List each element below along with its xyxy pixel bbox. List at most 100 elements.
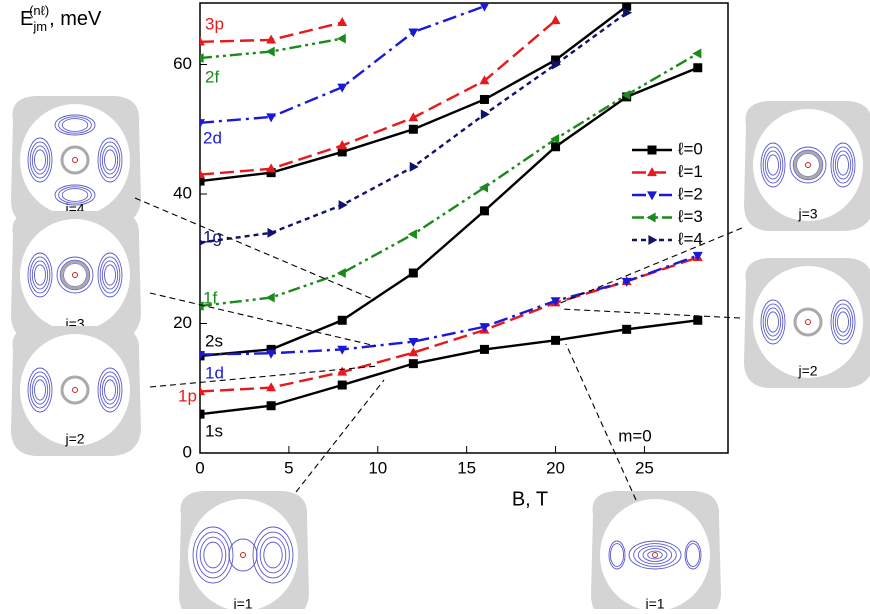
marker (550, 297, 561, 307)
marker (550, 134, 560, 144)
legend-label: ℓ=1 (677, 162, 703, 181)
contour (59, 259, 91, 291)
contour (684, 540, 702, 570)
marker (693, 63, 703, 73)
marker (337, 380, 347, 390)
contour (101, 375, 119, 405)
ring (60, 375, 90, 405)
x-tick-label: 15 (457, 458, 476, 477)
contour (34, 264, 46, 286)
contour (685, 543, 701, 567)
ring (793, 150, 823, 180)
contour (58, 116, 92, 134)
contour (764, 150, 782, 180)
contour (99, 256, 121, 294)
contour (767, 154, 779, 176)
contour (837, 154, 849, 176)
center-dot (72, 157, 78, 163)
contour (99, 141, 121, 179)
curve-label: 2f (205, 67, 219, 86)
contour (104, 379, 116, 401)
marker (337, 17, 348, 27)
contour (99, 371, 121, 409)
inset-core (188, 499, 298, 611)
marker (266, 382, 277, 392)
center-dot (652, 552, 658, 558)
marker (267, 227, 277, 238)
marker (480, 109, 490, 120)
y-tick-label: 0 (183, 442, 192, 461)
marker (200, 301, 204, 311)
marker (550, 15, 561, 25)
contour (27, 137, 53, 183)
marker (337, 366, 348, 376)
center-dot (72, 272, 78, 278)
marker (337, 147, 347, 157)
contour (27, 367, 53, 413)
marker (692, 48, 702, 59)
contour (104, 264, 116, 286)
contour (767, 311, 779, 333)
contour (58, 186, 92, 204)
marker (551, 335, 561, 345)
marker (479, 206, 489, 216)
inset-label: j=1 (232, 596, 252, 609)
marker (338, 200, 348, 210)
curve-label: 1f (203, 288, 217, 307)
marker (408, 268, 418, 278)
y-label-unit: , meV (49, 8, 102, 30)
plot-frame (199, 2, 729, 454)
contour (834, 307, 852, 337)
contour (792, 149, 824, 181)
inset-core (600, 499, 710, 611)
contour (832, 146, 854, 184)
arrows (134, 197, 743, 501)
inset-core (753, 266, 863, 378)
curve-label: 1g (203, 227, 222, 246)
ring (60, 260, 90, 290)
series-layer (200, 3, 703, 419)
marker (479, 3, 490, 12)
x-tick-label: 5 (284, 458, 293, 477)
marker (551, 59, 561, 70)
marker (266, 34, 277, 44)
marker (692, 251, 703, 261)
legend-label: ℓ=2 (677, 184, 703, 203)
inset: j=2 (744, 258, 870, 388)
contour (104, 149, 116, 171)
contour (192, 526, 234, 584)
contour (31, 260, 49, 290)
contour (61, 188, 89, 202)
marker (647, 145, 657, 155)
contour (830, 142, 856, 188)
series-line (200, 19, 557, 176)
marker (266, 163, 277, 173)
series-line (200, 319, 698, 416)
contour (762, 146, 784, 184)
contour (228, 538, 258, 572)
inset: j=1 (179, 491, 309, 614)
marker (479, 182, 489, 193)
contour (199, 536, 227, 574)
contour (29, 141, 51, 179)
series-line (200, 52, 699, 308)
marker (200, 169, 205, 179)
marker (337, 315, 347, 325)
y-label-main: E (20, 8, 33, 30)
contour (609, 543, 625, 567)
center-dot (805, 162, 811, 168)
contour (633, 543, 677, 567)
inset-core (20, 219, 130, 331)
marker (265, 46, 275, 57)
contour (56, 256, 94, 294)
contour (252, 526, 294, 584)
marker (647, 167, 657, 177)
inset-label: j=2 (64, 431, 84, 447)
marker (200, 239, 206, 246)
contour (29, 256, 51, 294)
curve-label: 2d (203, 128, 222, 147)
contour (830, 299, 856, 345)
marker (337, 345, 348, 355)
contour (97, 252, 123, 298)
